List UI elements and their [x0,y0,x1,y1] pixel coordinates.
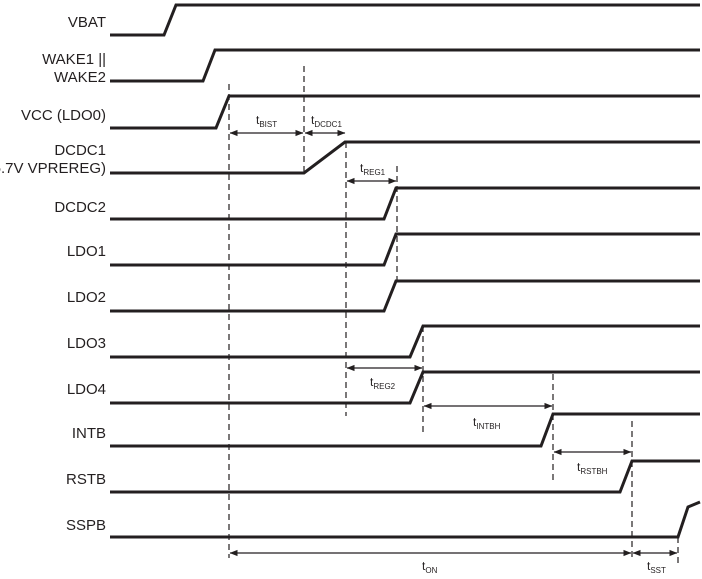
signal-label-vcc: VCC (LDO0) [21,107,106,124]
waveform-wake [110,48,700,83]
signal-label-dcdc1-line2: (5.7V VPREREG) [0,160,106,177]
signal-labels: VBAT WAKE1 || WAKE2 VCC (LDO0) DCDC1 (5.… [0,14,106,534]
waveform-vbat [110,3,700,37]
timing-label-tintbh: tINTBH [473,415,501,431]
signal-label-ldo3: LDO3 [67,335,106,352]
timing-label-tdcdc1: tDCDC1 [311,113,342,129]
timing-labels: tBIST tDCDC1 tREG1 tREG2 tINTBH tRSTBH t… [256,113,666,575]
waveform-dcdc2 [110,186,700,221]
signal-label-ldo4: LDO4 [67,381,106,398]
waveform-ldo1 [110,232,700,267]
waveform-ldo4 [110,370,700,405]
timing-label-treg1: tREG1 [360,161,386,177]
signal-label-ldo2: LDO2 [67,289,106,306]
waveform-ldo2 [110,279,700,313]
waveform-ldo3 [110,324,700,359]
timing-arrows [229,129,678,557]
waveform-intb [110,412,700,448]
waveform-dcdc1 [110,140,700,175]
signal-label-wake-line2: WAKE2 [54,69,106,86]
signal-label-sspb: SSPB [66,517,106,534]
timing-label-trstbh: tRSTBH [577,460,608,476]
signal-label-vbat: VBAT [68,14,106,31]
waveform-rstb [110,459,700,494]
signal-label-dcdc2: DCDC2 [54,199,106,216]
timing-label-treg2: tREG2 [370,375,396,391]
guide-lines [228,66,679,566]
waveforms [110,3,701,539]
waveform-sspb [110,500,701,539]
waveform-vcc [110,94,700,130]
signal-label-intb: INTB [72,425,106,442]
signal-label-ldo1: LDO1 [67,243,106,260]
signal-label-dcdc1-line1: DCDC1 [54,142,106,159]
timing-label-tbist: tBIST [256,113,277,129]
timing-label-ton: tON [422,559,438,575]
signal-label-rstb: RSTB [66,471,106,488]
timing-label-tsst: tSST [647,559,666,575]
signal-label-wake-line1: WAKE1 || [42,51,106,68]
